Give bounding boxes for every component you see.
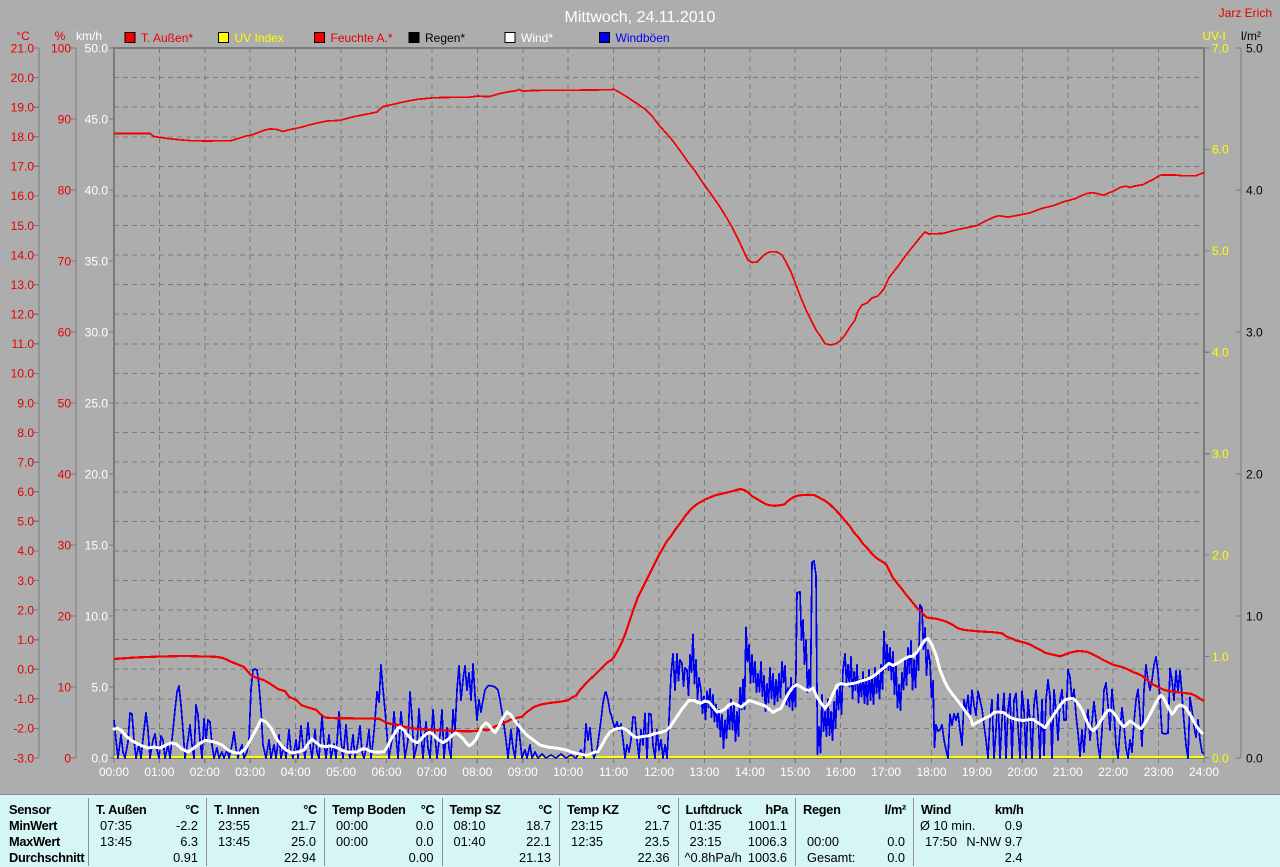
svg-text:6.0: 6.0 <box>1212 143 1229 157</box>
svg-text:2.0: 2.0 <box>1212 548 1229 562</box>
svg-text:80: 80 <box>58 183 72 197</box>
svg-text:5.0: 5.0 <box>17 515 34 529</box>
svg-text:30.0: 30.0 <box>85 325 109 339</box>
svg-text:23:00: 23:00 <box>1144 765 1174 779</box>
svg-text:UV Index: UV Index <box>235 31 284 45</box>
svg-text:50: 50 <box>58 396 72 410</box>
svg-text:14.0: 14.0 <box>11 248 35 262</box>
svg-text:40: 40 <box>58 467 72 481</box>
svg-text:03:00: 03:00 <box>235 765 265 779</box>
svg-text:5.0: 5.0 <box>1212 244 1229 258</box>
svg-text:7.0: 7.0 <box>1212 41 1229 55</box>
svg-text:1.0: 1.0 <box>1246 609 1263 623</box>
svg-text:06:00: 06:00 <box>371 765 401 779</box>
svg-text:12.0: 12.0 <box>11 308 35 322</box>
svg-text:19.0: 19.0 <box>11 101 35 115</box>
svg-text:Mittwoch, 24.11.2010: Mittwoch, 24.11.2010 <box>565 9 716 26</box>
svg-text:02:00: 02:00 <box>190 765 220 779</box>
svg-text:40.0: 40.0 <box>85 183 109 197</box>
svg-text:25.0: 25.0 <box>85 396 109 410</box>
svg-text:8.0: 8.0 <box>17 426 34 440</box>
svg-text:16:00: 16:00 <box>826 765 856 779</box>
svg-text:12:00: 12:00 <box>644 765 674 779</box>
svg-text:3.0: 3.0 <box>17 574 34 588</box>
svg-text:5.0: 5.0 <box>1246 41 1263 55</box>
svg-text:3.0: 3.0 <box>1212 447 1229 461</box>
svg-text:04:00: 04:00 <box>281 765 311 779</box>
svg-text:-1.0: -1.0 <box>13 692 34 706</box>
svg-text:l/m²: l/m² <box>1241 29 1261 43</box>
svg-text:15.0: 15.0 <box>85 538 109 552</box>
svg-text:6.0: 6.0 <box>17 485 34 499</box>
svg-text:Windböen: Windböen <box>616 31 670 45</box>
svg-text:00:00: 00:00 <box>99 765 129 779</box>
svg-text:17.0: 17.0 <box>11 160 35 174</box>
svg-text:20.0: 20.0 <box>11 71 35 85</box>
svg-text:Jarz Erich: Jarz Erich <box>1219 6 1272 20</box>
svg-text:-2.0: -2.0 <box>13 722 34 736</box>
svg-text:17:00: 17:00 <box>871 765 901 779</box>
svg-text:90: 90 <box>58 112 72 126</box>
svg-text:km/h: km/h <box>76 29 102 43</box>
svg-text:13:00: 13:00 <box>689 765 719 779</box>
svg-text:19:00: 19:00 <box>962 765 992 779</box>
svg-text:0.0: 0.0 <box>17 663 34 677</box>
svg-text:11.0: 11.0 <box>12 337 35 351</box>
svg-text:1.0: 1.0 <box>1212 650 1229 664</box>
svg-text:14:00: 14:00 <box>735 765 765 779</box>
svg-text:Feuchte A.*: Feuchte A.* <box>331 31 393 45</box>
svg-text:-3.0: -3.0 <box>13 751 34 765</box>
svg-text:09:00: 09:00 <box>508 765 538 779</box>
svg-text:0.0: 0.0 <box>1246 751 1263 765</box>
svg-text:15:00: 15:00 <box>780 765 810 779</box>
svg-text:4.0: 4.0 <box>1212 346 1229 360</box>
svg-text:07:00: 07:00 <box>417 765 447 779</box>
svg-text:10.0: 10.0 <box>11 367 35 381</box>
svg-text:20: 20 <box>58 609 72 623</box>
svg-text:1.0: 1.0 <box>17 633 34 647</box>
svg-text:UV-I: UV-I <box>1202 29 1225 43</box>
svg-text:5.0: 5.0 <box>91 680 108 694</box>
svg-text:2.0: 2.0 <box>17 603 34 617</box>
svg-text:30: 30 <box>58 538 72 552</box>
svg-text:7.0: 7.0 <box>17 456 34 470</box>
svg-text:Wind*: Wind* <box>521 31 553 45</box>
svg-text:16.0: 16.0 <box>11 189 35 203</box>
svg-text:18.0: 18.0 <box>11 130 35 144</box>
svg-text:15.0: 15.0 <box>11 219 35 233</box>
svg-text:20.0: 20.0 <box>85 467 109 481</box>
svg-text:13.0: 13.0 <box>11 278 35 292</box>
svg-text:3.0: 3.0 <box>1246 325 1263 339</box>
svg-text:0.0: 0.0 <box>91 751 108 765</box>
svg-text:4.0: 4.0 <box>17 544 34 558</box>
svg-text:0: 0 <box>64 751 71 765</box>
svg-text:08:00: 08:00 <box>462 765 492 779</box>
svg-text:10.0: 10.0 <box>85 609 109 623</box>
svg-text:01:00: 01:00 <box>144 765 174 779</box>
svg-text:9.0: 9.0 <box>17 396 34 410</box>
svg-text:45.0: 45.0 <box>85 112 109 126</box>
svg-text:20:00: 20:00 <box>1007 765 1037 779</box>
svg-text:22:00: 22:00 <box>1098 765 1128 779</box>
svg-text:18:00: 18:00 <box>916 765 946 779</box>
svg-text:Regen*: Regen* <box>425 31 465 45</box>
svg-text:24:00: 24:00 <box>1189 765 1219 779</box>
svg-text:50.0: 50.0 <box>85 41 109 55</box>
svg-text:10:00: 10:00 <box>553 765 583 779</box>
svg-text:%: % <box>55 29 66 43</box>
svg-text:0.0: 0.0 <box>1212 751 1229 765</box>
svg-text:T. Außen*: T. Außen* <box>141 31 193 45</box>
svg-text:10: 10 <box>58 680 72 694</box>
svg-text:100: 100 <box>51 41 71 55</box>
svg-text:70: 70 <box>58 254 72 268</box>
svg-text:11:00: 11:00 <box>599 765 628 779</box>
svg-text:21.0: 21.0 <box>11 41 35 55</box>
svg-text:35.0: 35.0 <box>85 254 109 268</box>
svg-text:05:00: 05:00 <box>326 765 356 779</box>
svg-text:4.0: 4.0 <box>1246 183 1263 197</box>
svg-text:60: 60 <box>58 325 72 339</box>
svg-text:2.0: 2.0 <box>1246 467 1263 481</box>
svg-text:21:00: 21:00 <box>1053 765 1083 779</box>
svg-text:°C: °C <box>16 29 30 43</box>
